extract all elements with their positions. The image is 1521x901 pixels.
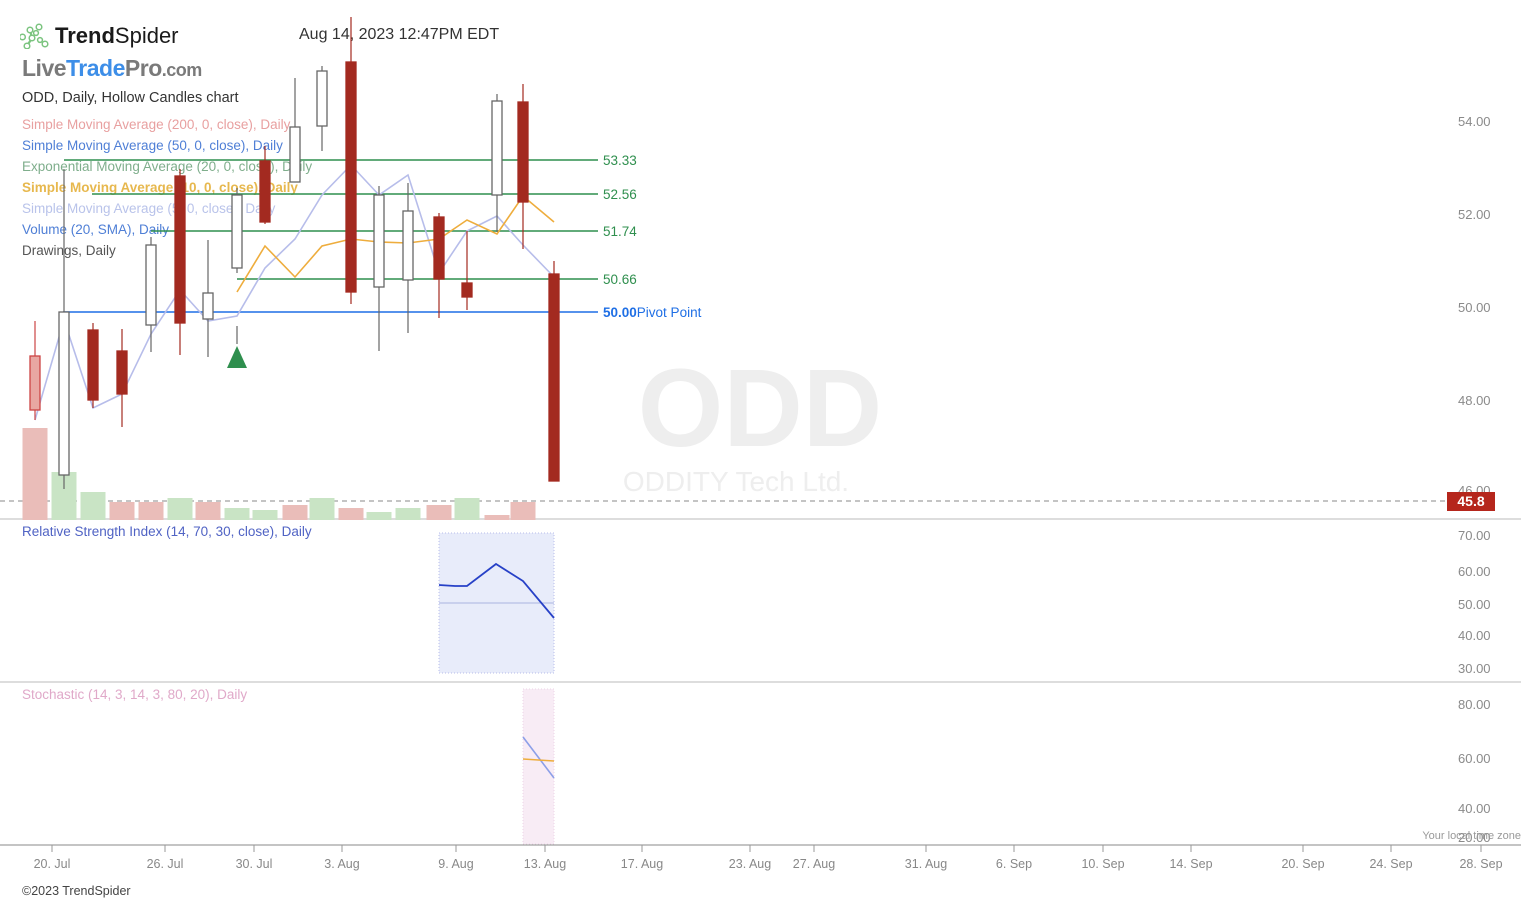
svg-text:31. Aug: 31. Aug xyxy=(905,857,947,871)
svg-text:30. Jul: 30. Jul xyxy=(236,857,273,871)
svg-text:80.00: 80.00 xyxy=(1458,697,1491,712)
svg-text:40.00: 40.00 xyxy=(1458,628,1491,643)
svg-text:60.00: 60.00 xyxy=(1458,564,1491,579)
svg-text:Stochastic (14, 3, 14, 3, 80,: Stochastic (14, 3, 14, 3, 80, 20), Daily xyxy=(22,687,247,702)
svg-text:70.00: 70.00 xyxy=(1458,528,1491,543)
svg-text:14. Sep: 14. Sep xyxy=(1169,857,1212,871)
svg-text:26. Jul: 26. Jul xyxy=(147,857,184,871)
svg-text:ODD: ODD xyxy=(638,347,882,470)
svg-text:17. Aug: 17. Aug xyxy=(621,857,663,871)
svg-text:ODDITY Tech Ltd.: ODDITY Tech Ltd. xyxy=(623,466,849,497)
svg-text:24. Sep: 24. Sep xyxy=(1369,857,1412,871)
svg-text:28. Sep: 28. Sep xyxy=(1459,857,1502,871)
svg-text:54.00: 54.00 xyxy=(1458,114,1491,129)
svg-text:Your local time zone: Your local time zone xyxy=(1422,830,1521,842)
svg-text:52.56: 52.56 xyxy=(603,187,637,202)
svg-text:9. Aug: 9. Aug xyxy=(438,857,473,871)
svg-text:©2023 TrendSpider: ©2023 TrendSpider xyxy=(22,884,131,898)
svg-text:30.00: 30.00 xyxy=(1458,661,1491,676)
svg-text:50.00: 50.00 xyxy=(1458,597,1491,612)
svg-text:50.00Pivot Point: 50.00Pivot Point xyxy=(603,305,702,320)
svg-text:23. Aug: 23. Aug xyxy=(729,857,771,871)
svg-text:53.33: 53.33 xyxy=(603,153,637,168)
svg-text:52.00: 52.00 xyxy=(1458,207,1491,222)
svg-text:13. Aug: 13. Aug xyxy=(524,857,566,871)
svg-text:10. Sep: 10. Sep xyxy=(1081,857,1124,871)
svg-text:48.00: 48.00 xyxy=(1458,393,1491,408)
svg-text:20. Sep: 20. Sep xyxy=(1281,857,1324,871)
svg-text:50.66: 50.66 xyxy=(603,272,637,287)
svg-text:27. Aug: 27. Aug xyxy=(793,857,835,871)
svg-text:Relative Strength Index (14, 7: Relative Strength Index (14, 70, 30, clo… xyxy=(22,524,312,539)
svg-text:50.00: 50.00 xyxy=(1458,300,1491,315)
svg-text:6. Sep: 6. Sep xyxy=(996,857,1032,871)
svg-text:40.00: 40.00 xyxy=(1458,801,1491,816)
svg-text:60.00: 60.00 xyxy=(1458,751,1491,766)
svg-text:3. Aug: 3. Aug xyxy=(324,857,359,871)
svg-text:51.74: 51.74 xyxy=(603,224,637,239)
svg-text:45.8: 45.8 xyxy=(1457,493,1484,509)
svg-text:20. Jul: 20. Jul xyxy=(34,857,71,871)
